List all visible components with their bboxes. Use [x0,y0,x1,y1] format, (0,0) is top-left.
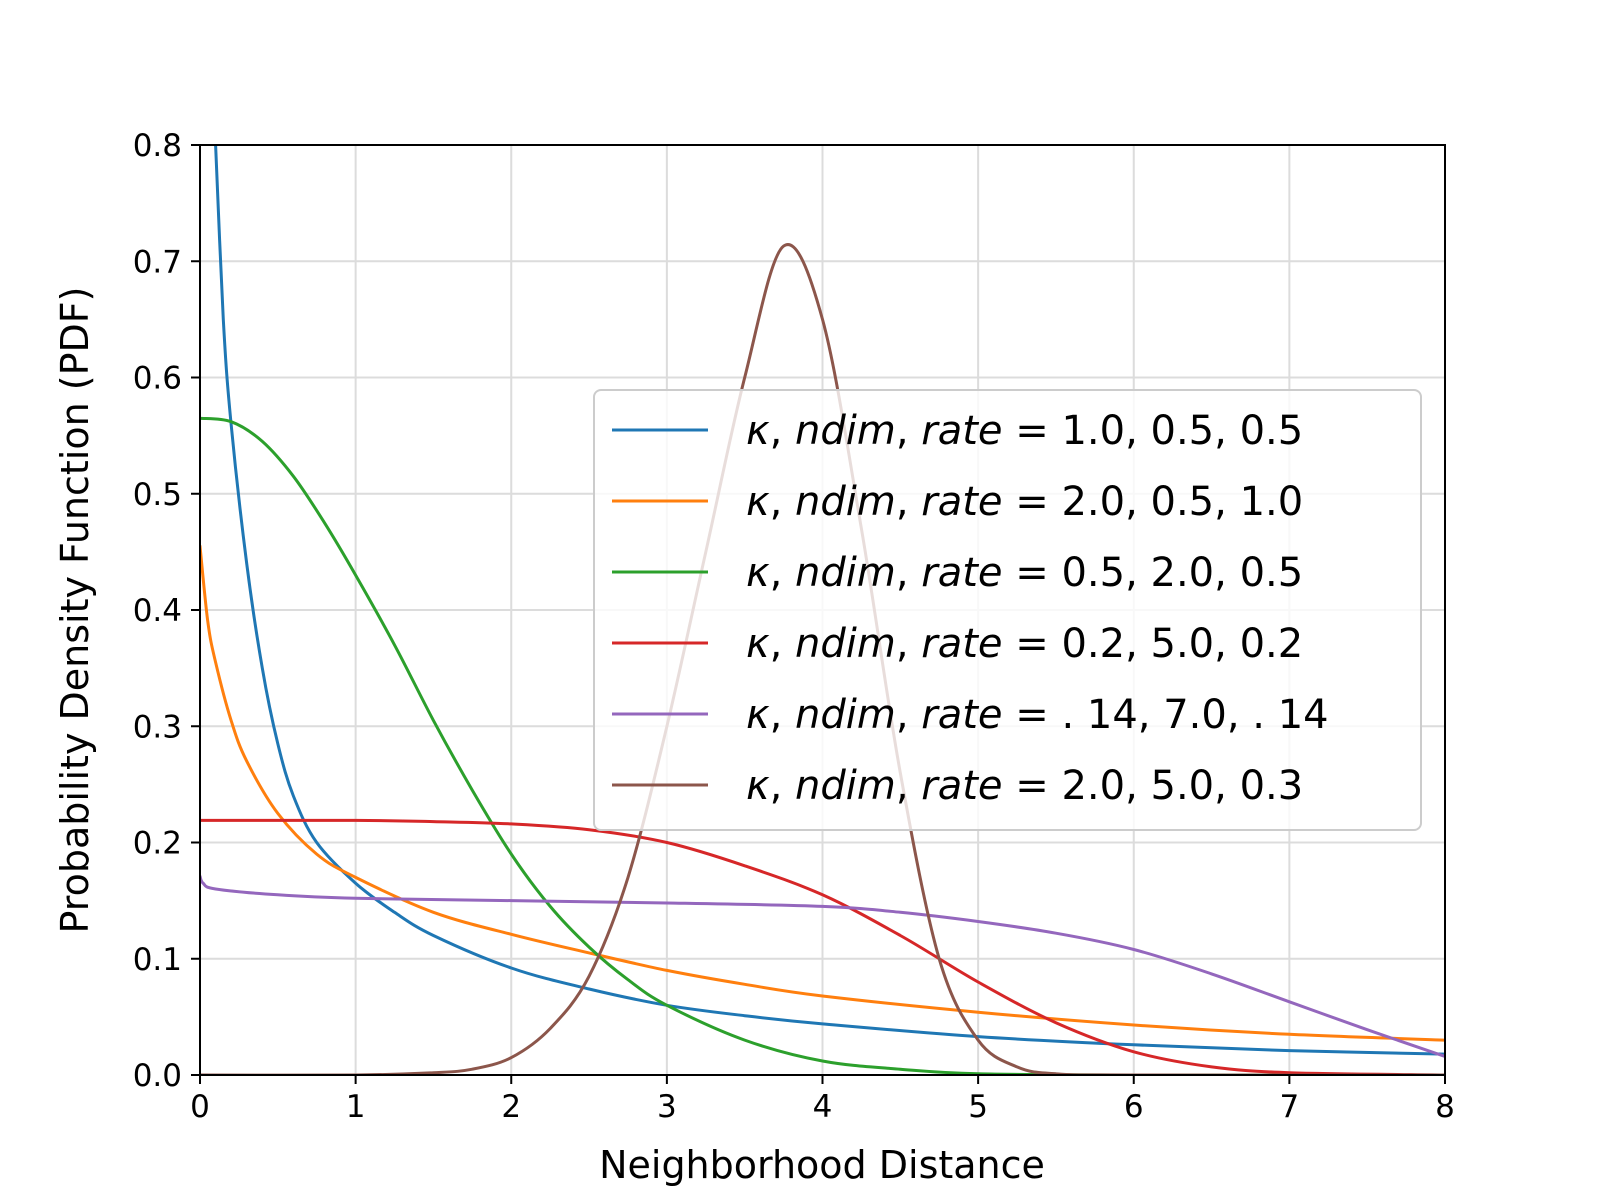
legend-label-5: κ, ndim, rate = . 14, 7.0, . 14 [746,692,1329,738]
x-tick-label-2: 2 [501,1089,521,1125]
y-tick-label-0: 0.0 [133,1058,182,1094]
series-line-2 [200,544,1445,1042]
x-tick-label-3: 3 [657,1089,677,1125]
x-tick-label-0: 0 [190,1089,210,1125]
y-tick-label-2: 0.2 [133,826,182,862]
x-tick-label-5: 5 [968,1089,988,1125]
legend-label-4: κ, ndim, rate = 0.2, 5.0, 0.2 [746,621,1303,667]
y-tick-label-6: 0.6 [133,361,182,397]
x-tick-label-6: 6 [1124,1089,1144,1125]
x-tick-label-4: 4 [813,1089,833,1125]
y-tick-label-5: 0.5 [133,477,182,513]
y-tick-label-7: 0.7 [133,244,182,280]
axis-ticks: 0 1 2 3 4 5 6 7 8 0.0 0.1 0.2 0.3 0.4 0.5 0.6 0.7 0.8 [133,128,1455,1125]
x-axis-title: Neighborhood Distance [599,1143,1045,1187]
x-tick-label-7: 7 [1280,1089,1300,1125]
x-tick-label-1: 1 [346,1089,366,1125]
series-lines [200,145,1445,1075]
series-line-6 [200,243,1445,1075]
series-line-1 [214,145,1445,1056]
legend-box [593,389,1422,831]
y-tick-label-4: 0.4 [133,593,182,629]
y-tick-label-1: 0.1 [133,942,182,978]
legend-label-1: κ, ndim, rate = 1.0, 0.5, 0.5 [746,408,1303,454]
legend-label-3: κ, ndim, rate = 0.5, 2.0, 0.5 [746,550,1303,596]
x-tick-label-8: 8 [1435,1089,1455,1125]
series-line-4 [200,818,1445,1075]
y-tick-label-8: 0.8 [133,128,182,164]
legend-label-2: κ, ndim, rate = 2.0, 0.5, 1.0 [746,479,1303,525]
series-line-5 [200,874,1445,1058]
y-axis-title: Probability Density Function (PDF) [53,287,97,934]
legend-label-6: κ, ndim, rate = 2.0, 5.0, 0.3 [746,763,1303,809]
legend: κ, ndim, rate = 1.0, 0.5, 0.5 κ, ndim, ra… [593,389,1422,831]
series-line-3 [200,416,1445,1075]
y-tick-label-3: 0.3 [133,709,182,745]
